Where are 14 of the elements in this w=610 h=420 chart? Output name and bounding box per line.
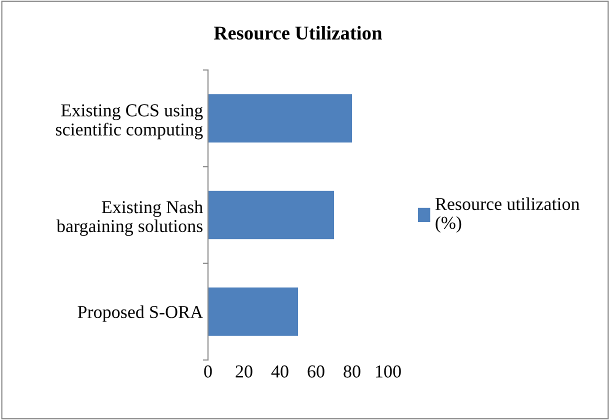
chart-title: Resource Utilization bbox=[214, 26, 382, 40]
x-tick-label: 60 bbox=[308, 365, 324, 378]
y-tick-label: Proposed S-ORA bbox=[78, 305, 204, 322]
y-tick-label: Existing Nash bargaining solutions bbox=[56, 200, 203, 236]
x-tick-label: 40 bbox=[271, 365, 288, 378]
bar bbox=[208, 288, 298, 336]
legend-label: Resource utilization (%) bbox=[435, 197, 580, 233]
x-tick-label: 100 bbox=[376, 365, 401, 378]
x-tick-label: 80 bbox=[344, 365, 360, 378]
y-tick-label: Existing CCS using scientific computing bbox=[56, 104, 203, 140]
bar bbox=[208, 94, 352, 142]
x-tick-label: 20 bbox=[236, 365, 252, 378]
bar bbox=[208, 190, 334, 240]
x-tick-label: 0 bbox=[204, 365, 212, 378]
